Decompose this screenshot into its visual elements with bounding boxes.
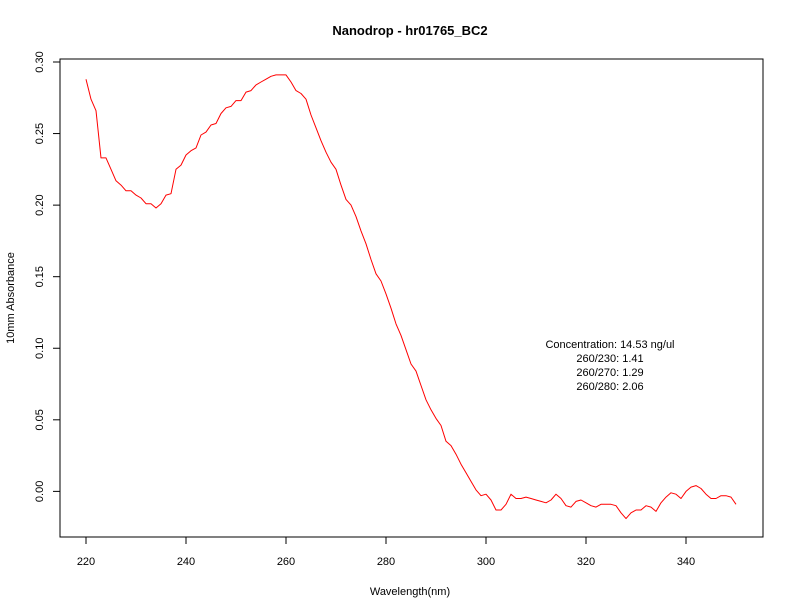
annotation-line: 260/270: 1.29 [576,367,643,379]
absorbance-series-line [85,74,737,520]
x-axis: 220 240 260 280 300 320 340 [77,536,695,568]
x-tick-label: 300 [477,556,495,568]
y-tick-label: 0.00 [34,481,46,502]
y-tick-label: 0.10 [34,338,46,359]
x-tick-label: 320 [577,556,595,568]
y-tick-label: 0.25 [34,123,46,144]
x-tick-label: 340 [677,556,695,568]
y-tick-label: 0.20 [34,194,46,215]
annotation-line: 260/280: 2.06 [576,381,643,393]
x-tick-label: 220 [77,556,95,568]
x-tick-label: 260 [277,556,295,568]
y-axis: 0.00 0.05 0.10 0.15 0.20 0.25 0.30 [34,51,61,502]
annotation-line: Concentration: 14.53 ng/ul [545,339,674,351]
y-tick-label: 0.15 [34,266,46,287]
annotation-line: 260/230: 1.41 [576,353,643,365]
y-axis-label: 10mm Absorbance [5,252,17,344]
x-axis-label: Wavelength(nm) [370,586,450,598]
series-layer [85,74,737,520]
x-tick-label: 240 [177,556,195,568]
annotation-layer: Concentration: 14.53 ng/ul 260/230: 1.41 2… [545,339,674,393]
y-tick-label: 0.05 [34,409,46,430]
chart-title: Nanodrop - hr01765_BC2 [332,23,487,38]
y-tick-label: 0.30 [34,51,46,72]
x-tick-label: 280 [377,556,395,568]
